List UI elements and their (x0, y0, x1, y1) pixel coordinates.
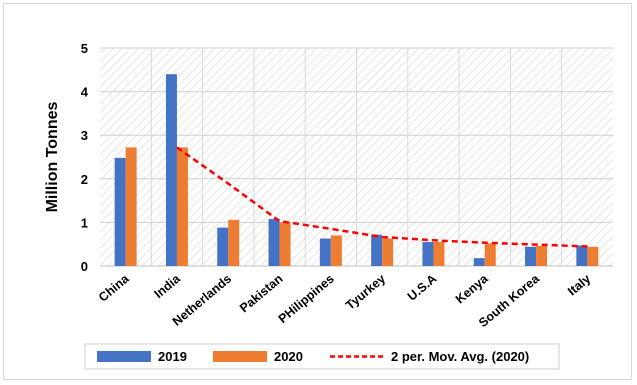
bar-2019 (319, 238, 331, 266)
legend-label-mov-avg: 2 per. Mov. Avg. (2020) (391, 349, 529, 364)
bar-2019 (576, 245, 588, 266)
legend-label-2019: 2019 (158, 349, 187, 364)
y-tick-label: 3 (81, 128, 88, 143)
bar-2019 (165, 74, 177, 266)
y-tick-label: 1 (81, 215, 88, 230)
x-tick-label: Tyurkey (343, 272, 388, 313)
mov-avg-polyline (176, 146, 588, 248)
bar-2019 (114, 157, 126, 266)
bar-2020 (484, 243, 496, 266)
gridlines (100, 47, 613, 267)
y-axis-title: Million Tonnes (44, 102, 61, 213)
bar-2020 (382, 238, 394, 266)
bar-2019 (217, 227, 229, 266)
x-tick-label: PHilippines (276, 272, 337, 327)
legend-swatch-2019 (97, 351, 151, 362)
bar-2020 (433, 242, 445, 266)
y-tick-label: 0 (81, 259, 88, 274)
bar-2020 (228, 219, 240, 266)
x-tick-label: Italy (565, 272, 593, 299)
legend-label-2020: 2020 (274, 349, 303, 364)
moving-average-line (176, 146, 588, 248)
bar-2020 (279, 222, 291, 266)
x-tick-label: Pakistan (237, 272, 285, 316)
bar-2019 (473, 258, 485, 266)
y-axis-ticks: 0 1 2 3 4 5 (81, 41, 89, 274)
x-tick-label: U.S.A (405, 272, 440, 304)
bar-2020 (330, 235, 342, 266)
bar-2019 (268, 218, 280, 266)
x-tick-label: India (152, 271, 184, 301)
bar-2019 (525, 246, 537, 266)
bar-2020 (587, 246, 599, 266)
bar-2019 (371, 234, 383, 266)
bar-2019 (422, 242, 434, 266)
legend: 2019 2020 2 per. Mov. Avg. (2020) (84, 343, 560, 370)
bar-2020 (536, 245, 548, 266)
y-tick-label: 2 (81, 172, 88, 187)
bar-2020 (176, 147, 188, 266)
bar-2020 (125, 147, 137, 266)
y-tick-label: 5 (81, 41, 88, 56)
bars (114, 74, 599, 266)
y-tick-label: 4 (81, 85, 89, 100)
legend-swatch-2020 (213, 351, 267, 362)
x-tick-label: China (96, 271, 132, 305)
legend-box (84, 343, 560, 370)
x-tick-label: Kenya (453, 271, 492, 307)
